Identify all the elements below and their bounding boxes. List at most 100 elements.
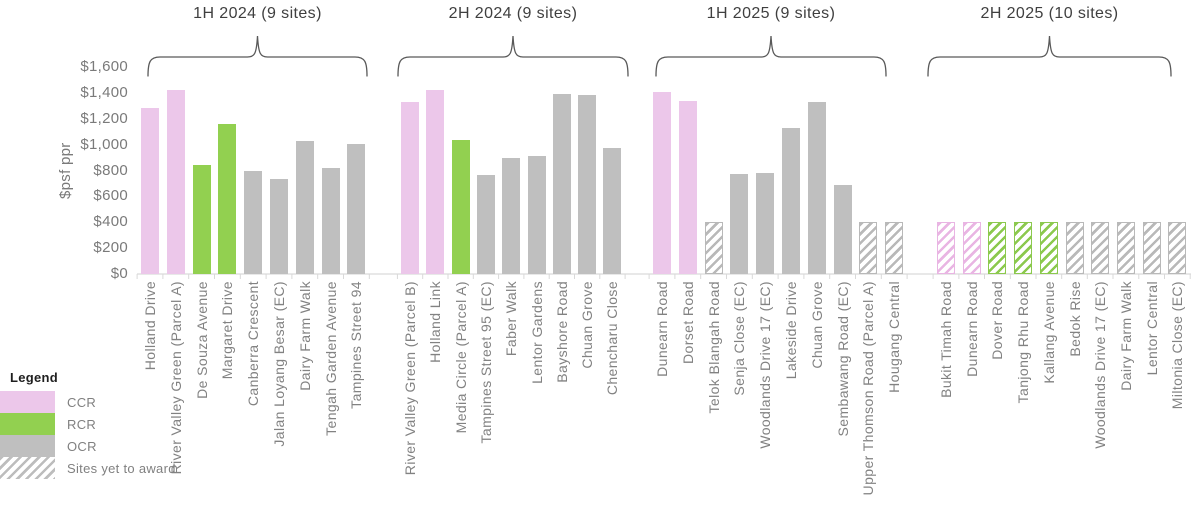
group-brace [927,35,1172,77]
x-label-tampines-street-95-ec: Tampines Street 95 (EC) [477,281,494,444]
x-label-media-circle-parcel-a: Media Circle (Parcel A) [452,281,469,434]
bar-de-souza-avenue [192,165,211,274]
bar-sembawang-road-ec [833,185,852,274]
bar-hougang-central [885,222,904,274]
bar-river-valley-green-parcel-b [401,102,419,274]
x-label-jalan-loyang-besar-ec: Jalan Loyang Besar (EC) [271,281,287,447]
legend-swatch-ccr [0,391,55,413]
bar-lentor-central [1142,222,1161,274]
y-tick-label: $400 [93,213,128,231]
bar-senja-close-ec [730,174,749,274]
legend-item-yet-to-award: Sites yet to award [0,457,210,479]
x-label-tanjong-rhu-road: Tanjong Rhu Road [1015,281,1032,404]
legend-item-rcr: RCR [0,413,210,435]
x-label-lentor-gardens: Lentor Gardens [528,281,545,384]
bar-dairy-farm-walk [295,141,314,274]
bar-holland-link [426,90,445,274]
bar-holland-drive [141,108,159,274]
x-label-upper-thomson-road-parcel-a: Upper Thomson Road (Parcel A) [860,281,877,496]
bar-tampines-street-94 [347,144,366,274]
x-label-bukit-timah-road: Bukit Timah Road [938,281,954,398]
bar-tengah-garden-avenue [321,168,340,274]
group-title-1h-2025-9-sites: 1H 2025 (9 sites) [706,5,836,22]
bar-tampines-street-95-ec [476,175,495,274]
x-label-miltonia-close-ec: Miltonia Close (EC) [1169,281,1186,410]
x-label-chencharu-close: Chencharu Close [604,281,621,396]
x-label-dunearn-road: Dunearn Road [654,281,670,377]
legend-swatch-ocr [0,435,55,457]
y-tick-label: $1,400 [80,83,128,101]
x-label-senja-close-ec: Senja Close (EC) [731,281,748,396]
group-brace [397,35,629,77]
legend-title: Legend [10,370,59,385]
group-brace [147,35,368,77]
bar-lentor-gardens [527,156,546,274]
legend-label-ccr: CCR [67,394,97,410]
x-label-chuan-grove: Chuan Grove [579,281,596,369]
x-label-tengah-garden-avenue: Tengah Garden Avenue [322,281,339,436]
bar-margaret-drive [218,124,237,274]
bar-dunearn-road [962,222,981,274]
bar-canberra-crescent [244,171,263,274]
bar-telok-blangah-road [704,222,723,274]
bar-dairy-farm-walk [1116,222,1135,274]
bar-media-circle-parcel-a [451,140,470,274]
group-brace [655,35,887,77]
y-tick-label: $1,200 [80,109,128,127]
y-tick-label: $800 [93,161,128,179]
x-label-dunearn-road: Dunearn Road [963,281,980,377]
group-title-2h-2024-9-sites: 2H 2024 (9 sites) [448,5,578,22]
y-tick-label: $600 [93,187,128,205]
bar-chencharu-close [603,148,622,274]
bar-lakeside-drive [782,128,800,274]
bar-dorset-road [678,101,697,274]
legend-label-yet-to-award: Sites yet to award [67,460,176,476]
x-label-sembawang-road-ec: Sembawang Road (EC) [834,281,851,437]
bar-bukit-timah-road [937,222,955,274]
x-label-kallang-avenue: Kallang Avenue [1040,281,1057,384]
x-label-lentor-central: Lentor Central [1143,281,1160,376]
bar-river-valley-green-parcel-a [166,90,185,274]
legend-label-ocr: OCR [67,438,97,454]
bar-jalan-loyang-besar-ec [270,179,288,274]
x-label-woodlands-drive-17-ec: Woodlands Drive 17 (EC) [1092,281,1109,449]
bar-faber-walk [502,158,521,274]
bar-chuan-grove [807,102,826,274]
x-label-faber-walk: Faber Walk [503,281,520,357]
bar-miltonia-close-ec [1168,222,1187,274]
x-label-dover-road: Dover Road [989,281,1006,360]
y-tick-label: $1,600 [80,58,128,75]
x-label-hougang-central: Hougang Central [886,281,903,393]
x-label-woodlands-drive-17-ec: Woodlands Drive 17 (EC) [757,281,774,449]
x-label-telok-blangah-road: Telok Blangah Road [705,281,722,414]
x-label-margaret-drive: Margaret Drive [219,281,236,380]
legend-item-ccr: CCR [0,391,210,413]
x-label-bedok-rise: Bedok Rise [1066,281,1083,357]
y-tick-label: $0 [110,265,128,282]
bar-woodlands-drive-17-ec [756,173,775,274]
x-label-canberra-crescent: Canberra Crescent [245,281,262,407]
bar-woodlands-drive-17-ec [1091,222,1110,274]
legend-swatch-rcr [0,413,55,435]
bar-bedok-rise [1065,222,1084,274]
x-label-chuan-grove: Chuan Grove [808,281,825,369]
y-tick-label: $200 [93,239,128,257]
x-label-bayshore-road: Bayshore Road [553,281,570,383]
bar-dover-road [988,222,1007,274]
x-label-tampines-street-94: Tampines Street 94 [348,281,365,409]
group-title-2h-2025-10-sites: 2H 2025 (10 sites) [980,5,1119,22]
x-label-dorset-road: Dorset Road [679,281,696,364]
bar-upper-thomson-road-parcel-a [859,222,878,274]
x-label-dairy-farm-walk: Dairy Farm Walk [296,281,313,391]
x-label-holland-drive: Holland Drive [142,281,158,371]
x-label-lakeside-drive: Lakeside Drive [783,281,799,380]
legend-swatch-hatched [0,457,55,479]
bar-chuan-grove [578,95,597,274]
y-tick-label: $1,000 [80,135,128,153]
legend-item-ocr: OCR [0,435,210,457]
bar-kallang-avenue [1039,222,1058,274]
x-label-dairy-farm-walk: Dairy Farm Walk [1117,281,1134,391]
group-title-1h-2024-9-sites: 1H 2024 (9 sites) [193,5,322,22]
